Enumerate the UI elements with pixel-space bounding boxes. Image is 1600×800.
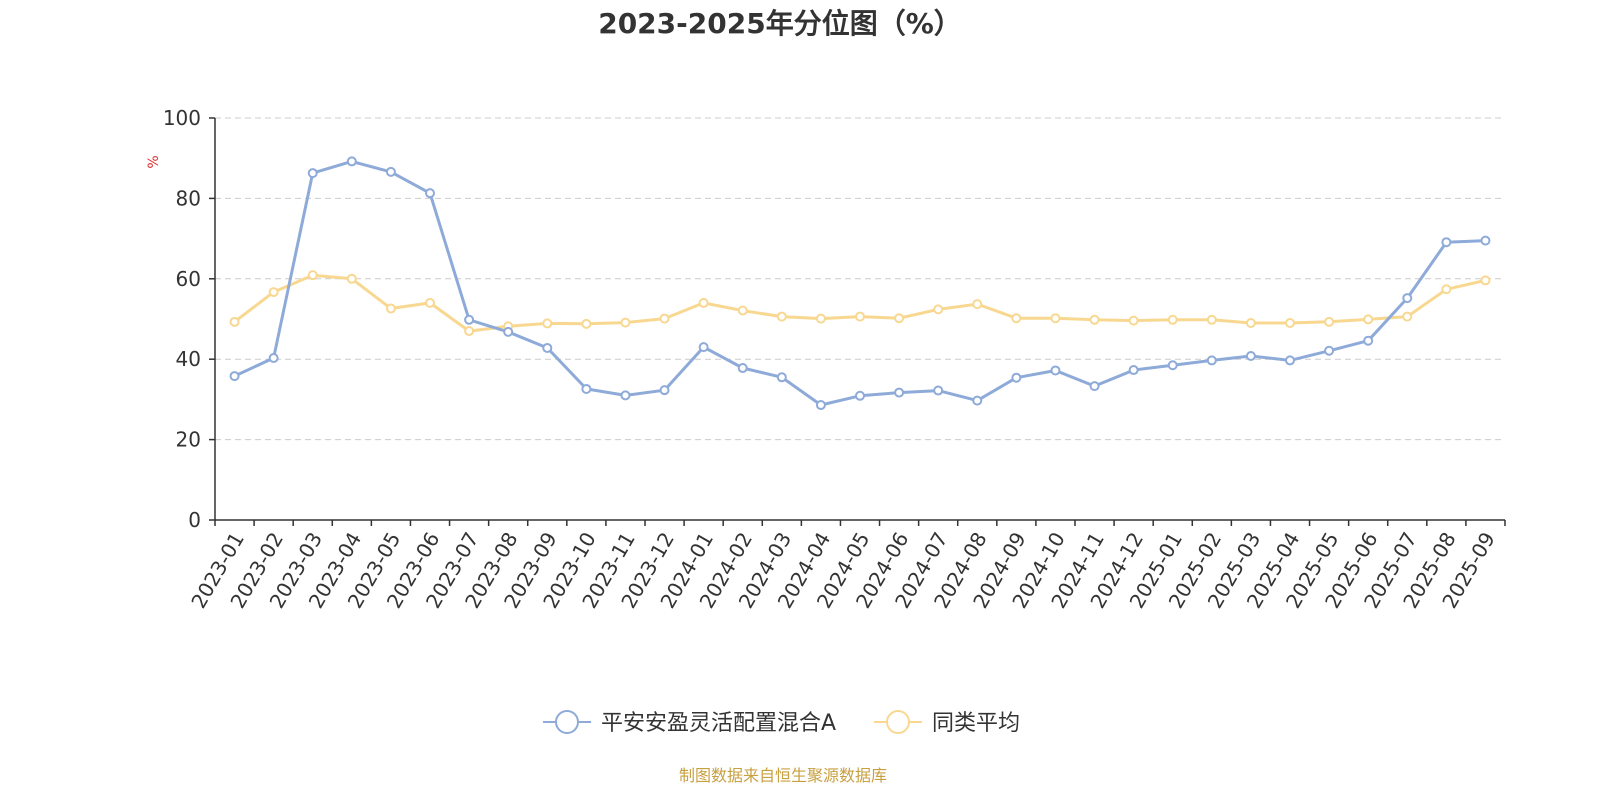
series-2-point[interactable] — [307, 270, 318, 281]
series-1-point[interactable] — [1206, 355, 1217, 366]
series-1-point[interactable] — [307, 168, 318, 179]
series-1-point[interactable] — [229, 371, 240, 382]
y-tick-label: 20 — [176, 428, 201, 452]
series-1-point[interactable] — [346, 156, 357, 167]
legend: 平安安盈灵活配置混合A 同类平均 — [543, 710, 1020, 736]
series-1-point[interactable] — [1285, 355, 1295, 366]
series-2-point[interactable] — [1402, 311, 1413, 322]
series-1-point[interactable] — [776, 372, 787, 383]
series-1-point[interactable] — [542, 342, 553, 353]
series-1-point[interactable] — [464, 314, 475, 325]
series-2-point[interactable] — [1011, 313, 1022, 324]
series-2-point[interactable] — [581, 318, 592, 329]
series-1-point[interactable] — [972, 395, 983, 406]
series-2-point[interactable] — [1050, 313, 1061, 324]
series-2-point[interactable] — [1285, 318, 1295, 329]
series-1-point[interactable] — [855, 390, 865, 401]
y-tick-label: 0 — [188, 508, 201, 532]
legend-item-series-1[interactable]: 平安安盈灵活配置混合A — [543, 710, 836, 736]
series-1-point[interactable] — [1363, 335, 1374, 346]
series-2-point[interactable] — [1128, 315, 1139, 326]
legend-series-2-circle-icon — [886, 710, 910, 734]
series-2-point[interactable] — [346, 273, 357, 284]
series-1-point[interactable] — [503, 326, 514, 337]
series-2-point[interactable] — [229, 316, 240, 327]
series-2-point[interactable] — [815, 313, 826, 324]
series-2-point[interactable] — [1363, 314, 1374, 325]
series-2-line — [233, 273, 1487, 333]
series-1-point[interactable] — [268, 352, 279, 363]
series-1-point[interactable] — [385, 166, 396, 177]
series-1-point[interactable] — [1167, 360, 1178, 371]
series-2-point[interactable] — [464, 326, 475, 337]
series-2-point[interactable] — [385, 303, 396, 314]
series-1-point[interactable] — [1324, 345, 1335, 356]
series-1-point[interactable] — [1089, 381, 1100, 392]
series-2-point[interactable] — [620, 317, 631, 328]
series-2-point[interactable] — [1245, 318, 1256, 329]
y-axis-unit-label: % — [146, 155, 162, 168]
series-2-point[interactable] — [1441, 284, 1452, 295]
y-tick-label: 80 — [176, 186, 201, 210]
series-1-point[interactable] — [933, 385, 944, 396]
series-1-point[interactable] — [620, 390, 631, 401]
legend-series-2-label: 同类平均 — [932, 711, 1020, 736]
legend-series-1-circle-icon — [555, 710, 579, 734]
y-tick-label: 60 — [176, 267, 201, 291]
series-1-point[interactable] — [1245, 350, 1256, 361]
series-1-point[interactable] — [1480, 235, 1491, 246]
series-2-point[interactable] — [1167, 314, 1178, 325]
series-2-point[interactable] — [659, 313, 670, 324]
series-2-point[interactable] — [1480, 275, 1491, 286]
series-1-point[interactable] — [425, 188, 435, 199]
y-tick-label: 100 — [163, 106, 201, 130]
series-1-point[interactable] — [1050, 365, 1061, 376]
axes — [214, 118, 1505, 521]
series-2-point[interactable] — [737, 305, 748, 316]
series-2-point[interactable] — [425, 297, 435, 308]
series-1-point[interactable] — [1402, 293, 1413, 304]
series-2-point[interactable] — [855, 311, 865, 322]
series-1-point[interactable] — [894, 387, 905, 398]
series-2-point[interactable] — [542, 318, 553, 329]
series-1-point[interactable] — [737, 363, 748, 374]
series-1-point[interactable] — [1011, 372, 1022, 383]
series-2-point[interactable] — [698, 297, 709, 308]
series-lines — [229, 156, 1491, 411]
series-2-point[interactable] — [268, 287, 279, 298]
series-2-point[interactable] — [1206, 314, 1217, 325]
data-source-note: 制图数据来自恒生聚源数据库 — [679, 766, 887, 785]
series-2-point[interactable] — [1089, 314, 1100, 325]
series-2-point[interactable] — [1324, 316, 1335, 327]
series-1-point[interactable] — [1441, 237, 1452, 248]
series-1-point[interactable] — [581, 383, 592, 394]
series-1-point[interactable] — [659, 385, 670, 396]
x-axis-ticks: 2023-012023-022023-032023-042023-052023-… — [186, 520, 1506, 612]
y-tick-label: 40 — [176, 347, 201, 371]
series-1-point[interactable] — [698, 342, 709, 353]
y-axis-ticks: 0 20 40 60 80 100 — [163, 106, 215, 532]
legend-series-1-label: 平安安盈灵活配置混合A — [601, 711, 836, 736]
chart-title: 2023-2025年分位图（%） — [598, 7, 962, 40]
series-1-point[interactable] — [815, 400, 826, 411]
series-2-point[interactable] — [776, 311, 787, 322]
series-2-point[interactable] — [894, 313, 905, 324]
series-2-point[interactable] — [933, 304, 944, 315]
series-1-point[interactable] — [1128, 365, 1139, 376]
legend-item-series-2[interactable]: 同类平均 — [874, 710, 1020, 736]
series-2-point[interactable] — [972, 299, 983, 310]
